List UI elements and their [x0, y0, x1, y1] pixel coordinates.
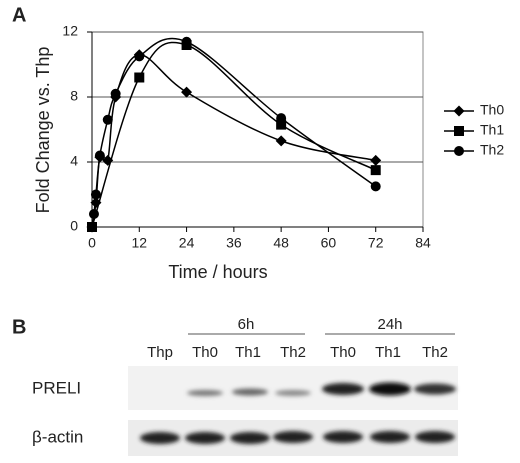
legend-label: Th2: [480, 142, 504, 158]
band: [370, 431, 410, 443]
band: [230, 432, 270, 444]
marker: [370, 154, 382, 166]
series-line: [93, 37, 377, 215]
x-tick-label: 12: [131, 235, 147, 251]
x-tick-label: 72: [368, 235, 384, 251]
bands: [140, 382, 456, 444]
band: [232, 388, 268, 396]
band: [275, 390, 311, 396]
band: [185, 432, 225, 444]
y-tick-label: 8: [70, 88, 78, 104]
marker: [90, 189, 101, 200]
series-line: [91, 41, 377, 228]
marker: [181, 36, 192, 47]
row-label: PRELI: [32, 378, 81, 397]
band: [140, 432, 180, 444]
legend-marker: [454, 126, 464, 136]
lane-label: Th0: [330, 344, 356, 361]
x-tick-label: 48: [273, 235, 289, 251]
y-tick-label: 0: [70, 218, 78, 234]
marker: [275, 135, 287, 147]
lane-label: Thp: [147, 344, 173, 361]
y-tick-label: 4: [70, 153, 78, 169]
marker: [88, 209, 99, 219]
group-label: 24h: [377, 316, 402, 333]
x-tick-label: 24: [179, 235, 195, 251]
marker: [94, 150, 105, 161]
band: [415, 431, 455, 443]
marker: [102, 114, 113, 125]
band: [273, 431, 313, 443]
x-tick-label: 84: [415, 235, 431, 251]
plot-area: [91, 31, 424, 228]
band: [322, 383, 364, 395]
marker: [134, 72, 145, 83]
band: [187, 390, 223, 396]
legend-marker: [453, 105, 465, 117]
y-tick-label: 12: [62, 23, 78, 39]
band: [323, 431, 363, 443]
legend-marker: [454, 146, 464, 156]
panel-label: B: [12, 316, 26, 338]
x-tick-label: 0: [88, 235, 96, 251]
band: [369, 382, 411, 396]
legend-label: Th1: [480, 122, 504, 138]
legend-label: Th0: [480, 102, 504, 118]
marker: [134, 51, 145, 62]
marker: [276, 119, 287, 130]
marker: [370, 181, 381, 192]
lane-label: Th1: [235, 344, 261, 361]
row-label: β-actin: [32, 427, 83, 446]
lane-label: Th1: [375, 344, 401, 361]
group-label: 6h: [238, 316, 255, 333]
lane-label: Th2: [422, 344, 448, 361]
x-tick-label: 60: [321, 235, 337, 251]
marker: [181, 86, 193, 98]
x-axis-label: Time / hours: [168, 262, 267, 282]
lane-label: Th0: [192, 344, 218, 361]
band: [414, 383, 456, 395]
x-tick-label: 36: [226, 235, 242, 251]
panel-label: A: [12, 4, 26, 26]
marker: [87, 222, 97, 232]
y-axis-label: Fold Change vs. Thp: [33, 47, 53, 214]
lane-label: Th2: [280, 344, 306, 361]
marker: [110, 88, 121, 99]
marker: [276, 113, 287, 124]
marker: [370, 165, 381, 176]
